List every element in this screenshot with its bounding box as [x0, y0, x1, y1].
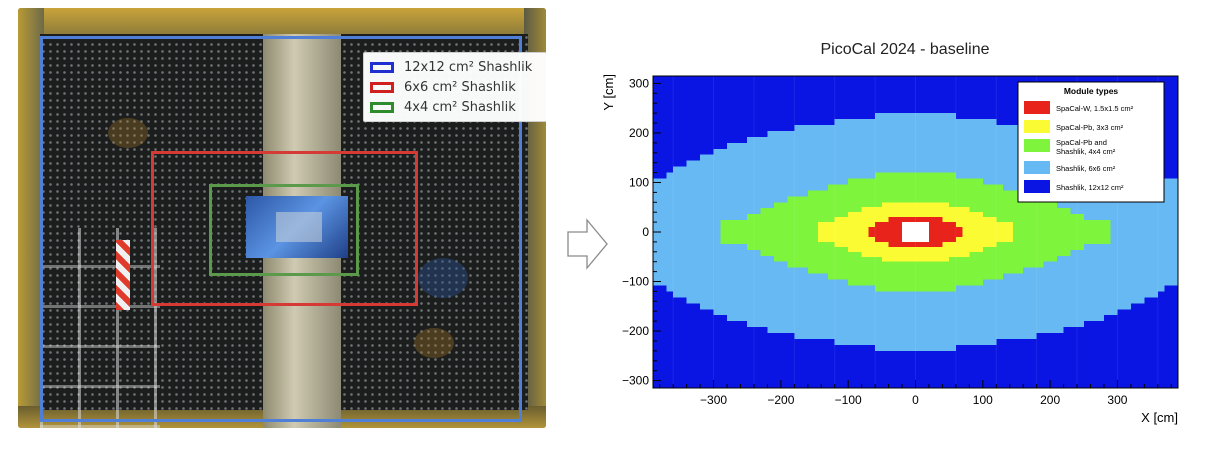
region-row: [794, 125, 1037, 131]
photo-legend-label: 12x12 cm² Shashlik: [404, 59, 533, 75]
y-tick-label: −100: [622, 275, 649, 289]
legend-swatch: [1024, 161, 1050, 174]
legend-swatch-red: [370, 81, 394, 93]
x-tick-label: 100: [973, 393, 993, 407]
region-row: [881, 202, 950, 208]
region-row: [727, 142, 1104, 149]
chart-title: PicoCal 2024 - baseline: [820, 41, 990, 58]
region-row: [794, 333, 1037, 339]
region-row: [834, 119, 997, 126]
plot-area: [653, 76, 1178, 388]
beam-pipe-core: [276, 212, 322, 242]
legend-label: SpaCal-W, 1.5x1.5 cm²: [1056, 104, 1134, 113]
legend-label: SpaCal-Pb and Shashlik, 4x4 cm²: [1056, 138, 1116, 156]
photo-legend-row: 6x6 cm² Shashlik: [370, 77, 540, 97]
detector-photo: 12x12 cm² Shashlik 6x6 cm² Shashlik 4x4 …: [18, 8, 546, 428]
y-tick-label: −200: [622, 324, 649, 338]
outline-4x4-region: [209, 184, 359, 276]
region-row: [787, 196, 1044, 203]
region-row: [767, 130, 1064, 137]
legend-swatch: [1024, 139, 1050, 152]
legend-swatch: [1024, 120, 1050, 133]
region-row: [747, 136, 1084, 143]
region-row: [881, 256, 950, 262]
beam-hole: [902, 222, 929, 242]
legend-swatch: [1024, 101, 1050, 114]
region-row: [673, 166, 1158, 173]
region-row: [848, 246, 983, 252]
region-row: [888, 241, 943, 247]
region-row: [700, 154, 1131, 161]
photo-legend: 12x12 cm² Shashlik 6x6 cm² Shashlik 4x4 …: [363, 52, 546, 122]
y-axis-label: Y [cm]: [601, 74, 616, 111]
outline-6x6-region: [151, 151, 418, 306]
legend-label: Shashlik, 12x12 cm²: [1056, 183, 1124, 192]
region-row: [828, 273, 1003, 280]
y-tick-label: −300: [622, 374, 649, 388]
scaffold-warning-stripe: [116, 240, 130, 310]
region-row: [848, 212, 983, 218]
region-row: [875, 172, 956, 179]
x-tick-label: 0: [912, 393, 919, 407]
photo-light-spot: [418, 258, 468, 298]
region-row: [807, 190, 1024, 197]
chart-legend: Module types SpaCal-W, 1.5x1.5 cm² SpaCal-…: [1017, 81, 1165, 203]
region-row: [861, 207, 970, 213]
photo-legend-row: 4x4 cm² Shashlik: [370, 97, 540, 117]
x-tick-label: 300: [1107, 393, 1127, 407]
region-row: [713, 148, 1118, 155]
y-tick-label: 100: [629, 175, 649, 189]
region-row: [673, 291, 1158, 298]
region-row: [848, 178, 983, 185]
region-row: [807, 267, 1024, 274]
photo-legend-row: 12x12 cm² Shashlik: [370, 57, 540, 77]
x-axis-label: X [cm]: [1141, 410, 1178, 425]
photo-frame-left: [18, 8, 44, 428]
region-row: [727, 315, 1104, 322]
region-row: [700, 303, 1131, 310]
region-row: [875, 344, 956, 351]
legend-swatch-blue: [370, 61, 394, 73]
region-row: [848, 279, 983, 286]
right-arrow-icon: [567, 218, 608, 270]
outline-12x12-region: [40, 36, 522, 422]
legend-swatch: [1024, 180, 1050, 193]
legend-title: Module types: [1064, 86, 1119, 96]
region-row: [834, 338, 997, 345]
legend-label: SpaCal-Pb, 3x3 cm²: [1056, 123, 1124, 132]
region-row: [686, 160, 1145, 167]
y-tick-label: 300: [629, 76, 649, 90]
region-row: [875, 113, 956, 120]
axes: −300 −200 −100 0 100 200 300 −300 −200 −100 0 100 20…: [601, 74, 1179, 425]
region-row: [787, 261, 1044, 268]
photo-frame-top: [18, 8, 546, 36]
x-tick-label: −200: [767, 393, 794, 407]
region-row: [713, 309, 1118, 316]
photo-light-spot: [414, 328, 454, 358]
scaffolding: [40, 228, 160, 428]
photo-light-spot: [108, 118, 148, 148]
module-layout-heatmap: −300 −200 −100 0 100 200 300 −300 −200 −100 0 100 20…: [601, 74, 1179, 425]
region-row: [767, 327, 1064, 334]
y-tick-label: 200: [629, 126, 649, 140]
photo-legend-label: 4x4 cm² Shashlik: [404, 99, 516, 115]
region-row: [686, 297, 1145, 304]
photo-legend-label: 6x6 cm² Shashlik: [404, 79, 516, 95]
region-row: [888, 217, 943, 223]
y-tick-label: 0: [642, 225, 649, 239]
x-tick-label: −300: [700, 393, 727, 407]
legend-swatch-green: [370, 101, 394, 113]
legend-label: Shashlik, 6x6 cm²: [1056, 164, 1116, 173]
region-row: [747, 321, 1084, 328]
region-row: [875, 285, 956, 292]
x-tick-label: 200: [1040, 393, 1060, 407]
x-tick-label: −100: [835, 393, 862, 407]
region-row: [861, 251, 970, 257]
region-row: [828, 184, 1003, 191]
